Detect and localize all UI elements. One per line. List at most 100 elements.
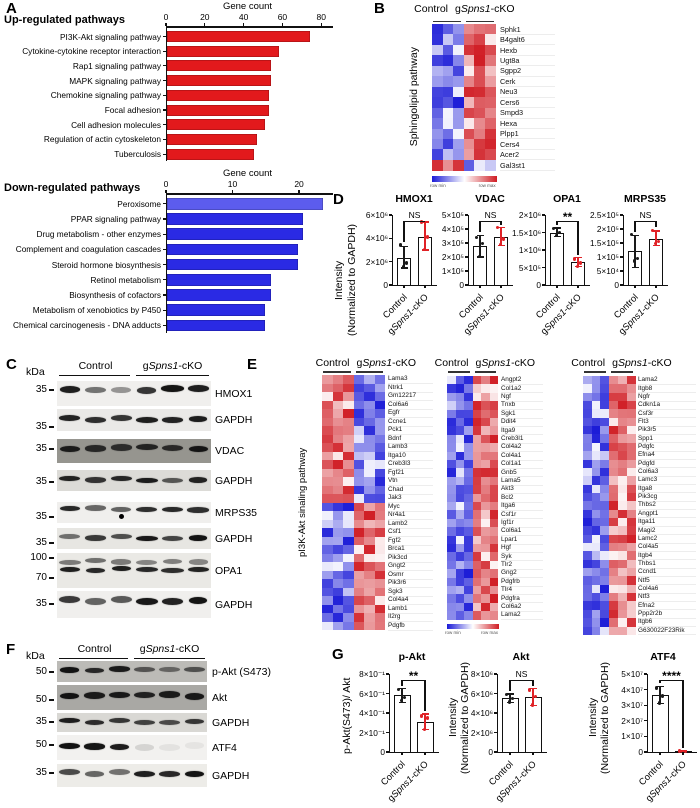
heatmap-cell bbox=[447, 434, 456, 444]
heatmap-cell bbox=[617, 451, 627, 460]
heatmap-cell bbox=[322, 392, 333, 401]
heatmap-cell bbox=[332, 613, 344, 622]
heatmap-cell bbox=[374, 451, 386, 461]
heatmap-cell bbox=[453, 76, 465, 88]
gene-label: Col4a4 bbox=[388, 596, 409, 604]
heatmap-cell bbox=[489, 518, 499, 528]
heatmap-cell bbox=[600, 417, 610, 427]
heatmap-cell bbox=[583, 576, 593, 586]
blot-band bbox=[110, 559, 132, 565]
heatmap-cell bbox=[453, 149, 465, 161]
blot-band bbox=[133, 771, 156, 778]
category-label: PI3K-Akt signaling pathway bbox=[59, 31, 161, 42]
heatmap-cell bbox=[472, 376, 482, 385]
heatmap-cell bbox=[481, 460, 490, 469]
kda-marker-tick bbox=[49, 426, 54, 428]
heatmap-cell bbox=[609, 501, 619, 510]
blot-band bbox=[135, 597, 158, 605]
significance-label: ** bbox=[562, 210, 573, 224]
gene-label: Itgb4 bbox=[638, 551, 653, 559]
error-bar bbox=[479, 235, 481, 257]
heatmap-cell bbox=[472, 502, 482, 511]
y-tick-mark bbox=[388, 284, 392, 286]
heatmap-cell bbox=[353, 613, 365, 622]
heatmap-cell bbox=[447, 401, 456, 410]
gene-label: Osmr bbox=[388, 570, 404, 578]
x-tick-label: 80 bbox=[316, 12, 326, 22]
heatmap-cell bbox=[343, 562, 354, 571]
heatmap-cell bbox=[332, 417, 344, 427]
heatmap-cell bbox=[583, 401, 593, 410]
heatmap-cell bbox=[463, 138, 475, 150]
row-separator bbox=[500, 96, 555, 98]
row-separator bbox=[501, 535, 543, 536]
x-tick-mark bbox=[556, 285, 558, 288]
heatmap-cell bbox=[463, 128, 475, 140]
heatmap-cell bbox=[364, 621, 375, 631]
heatmap-cell bbox=[322, 596, 333, 605]
heatmap-cell bbox=[617, 576, 627, 586]
heatmap-cell bbox=[481, 434, 490, 444]
row-separator bbox=[500, 86, 555, 87]
heatmap-cell bbox=[464, 535, 473, 545]
heatmap-cell bbox=[485, 44, 496, 56]
heatmap-cell bbox=[481, 418, 490, 427]
heatmap-cell bbox=[591, 543, 601, 552]
x-tick-label: 10 bbox=[227, 179, 238, 189]
x-axis bbox=[389, 752, 439, 754]
heatmap-cell bbox=[442, 44, 454, 56]
y-tick-label: 5×10⁴ bbox=[596, 266, 619, 276]
heatmap-cell bbox=[322, 400, 333, 410]
heatmap-cell bbox=[626, 476, 636, 485]
heatmap-col-group-label: gSpns1-cKO bbox=[356, 357, 417, 369]
heatmap-cell bbox=[626, 534, 636, 544]
heatmap-cell bbox=[591, 459, 601, 469]
heatmap-cell bbox=[447, 384, 456, 394]
category-tick-mark bbox=[162, 94, 166, 96]
blot-band bbox=[85, 505, 106, 511]
category-label: Cytokine-cytokine receptor interaction bbox=[22, 46, 161, 57]
blot-strip bbox=[57, 528, 211, 549]
heatmap-cell bbox=[600, 501, 610, 510]
heatmap-cell bbox=[364, 596, 375, 605]
y-tick-mark bbox=[541, 214, 545, 216]
blot-band bbox=[188, 477, 208, 483]
heatmap-cell bbox=[472, 451, 482, 461]
heatmap-cell bbox=[591, 609, 601, 619]
kda-marker-tick bbox=[49, 772, 54, 774]
heatmap-cell bbox=[353, 570, 365, 580]
heatmap-cell bbox=[374, 528, 386, 537]
heatmap-cell bbox=[600, 442, 610, 452]
y-tick-label: 2×10⁶ bbox=[518, 210, 541, 220]
heatmap-cell bbox=[464, 577, 473, 587]
kda-label-f: kDa bbox=[26, 650, 45, 662]
heatmap-cell bbox=[332, 553, 344, 563]
row-separator bbox=[638, 617, 696, 619]
heatmap-cell bbox=[455, 460, 465, 469]
heatmap-cell bbox=[364, 460, 375, 469]
heatmap-cell bbox=[609, 451, 619, 460]
category-tick-mark bbox=[162, 263, 166, 266]
heatmap-cell bbox=[322, 519, 333, 529]
blot-band bbox=[159, 744, 180, 751]
heatmap-cell bbox=[332, 409, 344, 418]
blot-band bbox=[59, 386, 80, 393]
row-separator bbox=[501, 509, 543, 511]
heatmap-cell bbox=[432, 128, 443, 140]
heatmap-cell bbox=[489, 586, 499, 595]
data-point bbox=[575, 264, 580, 269]
kda-marker-tick bbox=[49, 542, 54, 544]
heatmap-cell bbox=[472, 434, 482, 444]
x-axis bbox=[166, 26, 333, 28]
blot-band bbox=[85, 477, 106, 483]
heatmap-cell bbox=[583, 467, 593, 477]
heatmap-cell bbox=[432, 65, 443, 77]
x-axis bbox=[392, 285, 437, 287]
kda-marker-tick bbox=[49, 481, 54, 483]
heatmap-cell bbox=[609, 467, 619, 477]
blot-band bbox=[111, 386, 131, 394]
heatmap-cell bbox=[374, 553, 386, 563]
category-label: Chemical carcinogenesis - DNA adducts bbox=[12, 320, 161, 331]
heatmap-cell bbox=[600, 484, 610, 494]
